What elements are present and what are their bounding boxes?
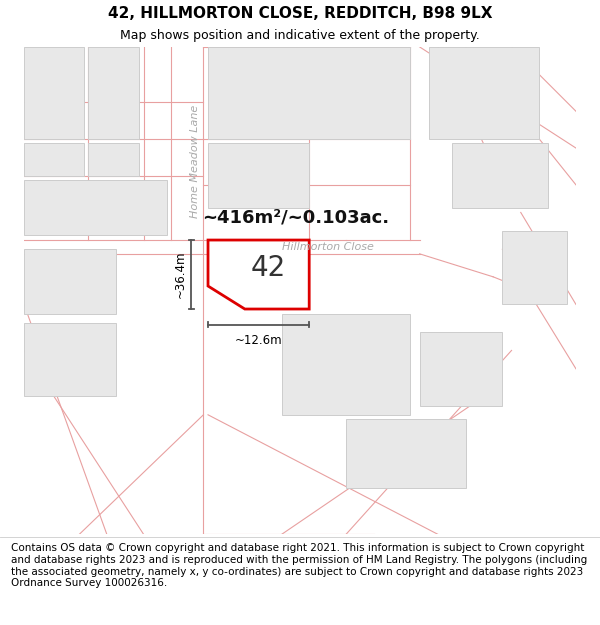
- Bar: [452, 144, 548, 208]
- Bar: [24, 249, 116, 314]
- Bar: [88, 47, 139, 139]
- Bar: [429, 47, 539, 139]
- Bar: [502, 231, 567, 304]
- Text: Map shows position and indicative extent of the property.: Map shows position and indicative extent…: [120, 29, 480, 42]
- Text: 42, HILLMORTON CLOSE, REDDITCH, B98 9LX: 42, HILLMORTON CLOSE, REDDITCH, B98 9LX: [108, 6, 492, 21]
- Text: 42: 42: [250, 254, 286, 282]
- Bar: [208, 144, 309, 208]
- Bar: [208, 47, 410, 139]
- Bar: [88, 144, 139, 176]
- Text: ~12.6m: ~12.6m: [235, 334, 283, 347]
- Bar: [24, 144, 84, 176]
- Text: ~36.4m: ~36.4m: [174, 251, 187, 298]
- Text: Contains OS data © Crown copyright and database right 2021. This information is : Contains OS data © Crown copyright and d…: [11, 543, 587, 588]
- Bar: [24, 47, 84, 139]
- Bar: [281, 314, 410, 415]
- Polygon shape: [208, 240, 309, 309]
- Text: Home Meadow Lane: Home Meadow Lane: [190, 105, 200, 219]
- Bar: [24, 180, 167, 236]
- Bar: [419, 332, 502, 406]
- Text: ~416m²/~0.103ac.: ~416m²/~0.103ac.: [202, 208, 389, 226]
- Text: Hillmorton Close: Hillmorton Close: [281, 242, 374, 252]
- Bar: [24, 323, 116, 396]
- Bar: [346, 419, 466, 488]
